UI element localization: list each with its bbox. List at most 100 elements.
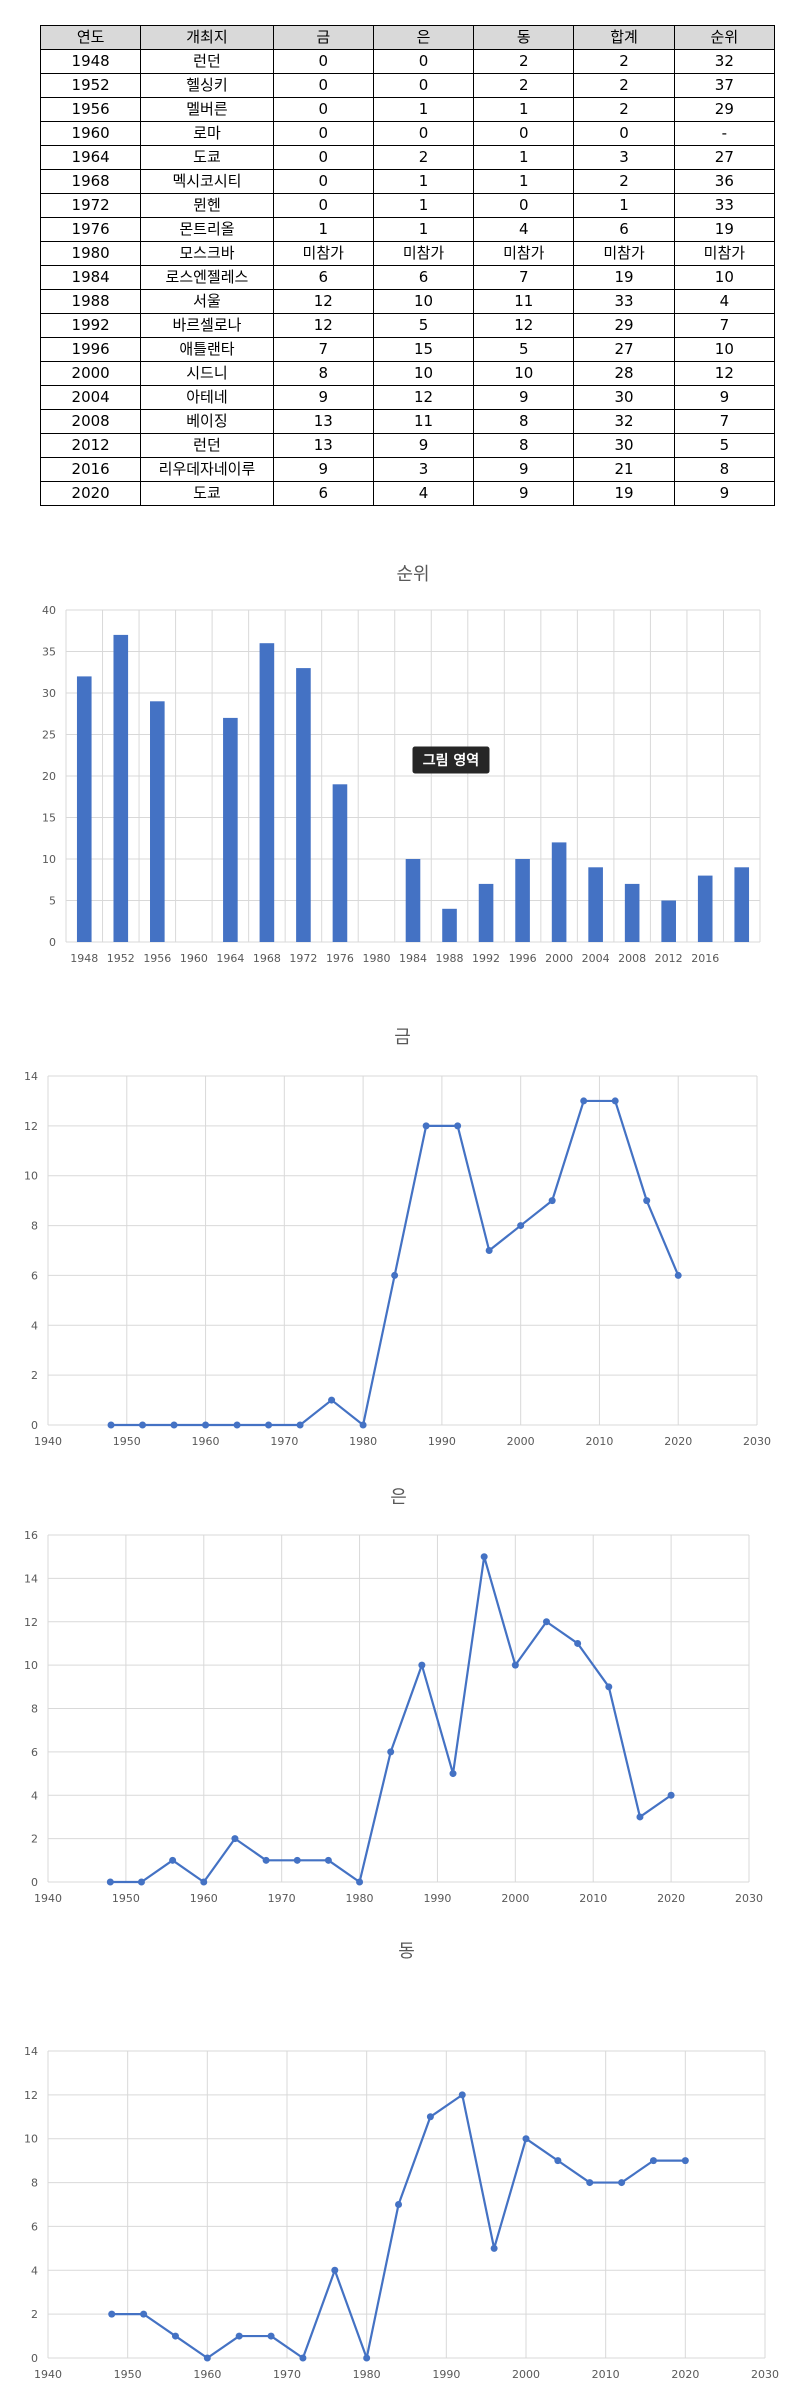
table-cell: 헬싱키 [140,73,274,98]
table-row: 2012 런던 13 9 8 30 5 [39,433,776,458]
table-cell: 1948 [39,49,142,74]
table-cell: 12 [272,313,374,338]
data-point [106,1878,114,1886]
table-cell: 6 [372,265,475,290]
x-tick-label: 1968 [253,952,281,965]
table-row: 2004 아테네 9 12 9 30 9 [39,385,776,410]
data-point [580,1097,588,1105]
y-tick-label: 4 [31,2264,38,2277]
y-tick-label: 10 [24,2133,38,2146]
table-cell: 0 [372,121,475,146]
table-cell: 1980 [39,241,142,266]
y-tick-label: 8 [31,1703,38,1716]
table-cell: 0 [272,49,374,74]
table-cell: 1972 [39,193,142,218]
rank-bar [661,900,676,942]
data-point [233,1421,241,1429]
rank-bar [551,842,567,942]
y-tick-label: 14 [24,2045,38,2058]
table-row: 1984 로스엔젤레스 6 6 7 19 10 [39,265,776,290]
data-point [296,1421,304,1429]
header-cell: 동 [473,25,575,50]
table-cell: 1 [473,169,575,194]
table-cell: 미참가 [673,241,776,266]
table-cell: 멜버른 [140,97,274,122]
table-cell: 미참가 [473,241,575,266]
data-point [449,1770,457,1778]
table-cell: 1984 [39,265,142,290]
table-cell: 4 [372,481,475,506]
rank-bar [296,668,311,942]
data-point [649,2157,657,2165]
y-tick-label: 4 [31,1319,38,1332]
table-row: 1948 런던 0 0 2 2 32 [39,49,776,74]
table-cell: 아테네 [140,385,274,410]
x-tick-label: 2020 [671,2368,699,2381]
x-tick-label: 2016 [691,952,719,965]
table-cell: 1988 [39,289,142,314]
data-point [137,1878,145,1886]
y-tick-label: 35 [42,646,56,659]
table-cell: 바르셀로나 [140,313,274,338]
table-cell: 1976 [39,217,142,242]
table-row: 2008 베이징 13 11 8 32 7 [39,409,776,434]
table-cell: 19 [573,265,675,290]
table-cell: 미참가 [272,241,374,266]
data-point [395,2201,403,2208]
data-point [170,1421,178,1429]
table-cell: 2012 [39,433,142,458]
table-cell: 시드니 [140,361,274,386]
x-tick-label: 1960 [192,1435,220,1448]
data-point [611,1097,619,1105]
rank-bar [515,859,530,942]
x-tick-label: 2020 [664,1435,692,1448]
x-tick-label: 1950 [114,2368,142,2381]
table-cell: 8 [473,409,575,434]
y-tick-label: 6 [31,2220,38,2233]
table-cell: 11 [372,409,475,434]
y-tick-label: 12 [24,1120,38,1133]
x-tick-label: 2030 [751,2368,779,2381]
table-cell: 9 [673,481,776,506]
data-point [548,1197,556,1205]
table-cell: 10 [673,337,776,362]
table-cell: 10 [673,265,776,290]
data-point [203,2354,211,2362]
table-cell: 0 [272,97,374,122]
rank-bar [734,867,750,942]
table-cell: 8 [272,361,374,386]
x-tick-label: 1990 [432,2368,460,2381]
data-point [586,2179,594,2187]
rank-bar [697,875,713,942]
x-tick-label: 1976 [326,952,354,965]
table-row: 1968 멕시코시티 0 1 1 2 36 [39,169,776,194]
data-point [328,1396,336,1404]
table-cell: 1992 [39,313,142,338]
header-cell: 연도 [39,25,142,50]
x-tick-label: 2000 [512,2368,540,2381]
y-tick-label: 20 [42,770,56,783]
table-row: 1996 애틀랜타 7 15 5 27 10 [39,337,776,362]
data-point [231,1835,239,1843]
header-cell: 순위 [673,25,776,50]
x-tick-label: 1990 [428,1435,456,1448]
table-cell: 미참가 [372,241,475,266]
data-point [422,1122,430,1130]
plot-area-tooltip: 그림 영역 [412,746,490,774]
table-cell: 8 [673,457,776,482]
y-tick-label: 40 [42,604,56,617]
tooltip-text: 그림 영역 [423,752,479,769]
data-point [262,1856,270,1864]
table-cell: 12 [473,313,575,338]
x-tick-label: 2012 [655,952,683,965]
table-cell: 0 [272,169,374,194]
table-cell: 2 [573,97,675,122]
table-row: 2016 리우데자네이루 9 3 9 21 8 [39,457,776,482]
data-point [522,2135,530,2143]
x-tick-label: 1972 [289,952,317,965]
data-point [426,2113,434,2121]
table-cell: 2000 [39,361,142,386]
table-cell: 13 [272,409,374,434]
table-cell: 1996 [39,337,142,362]
table-cell: 37 [673,73,776,98]
